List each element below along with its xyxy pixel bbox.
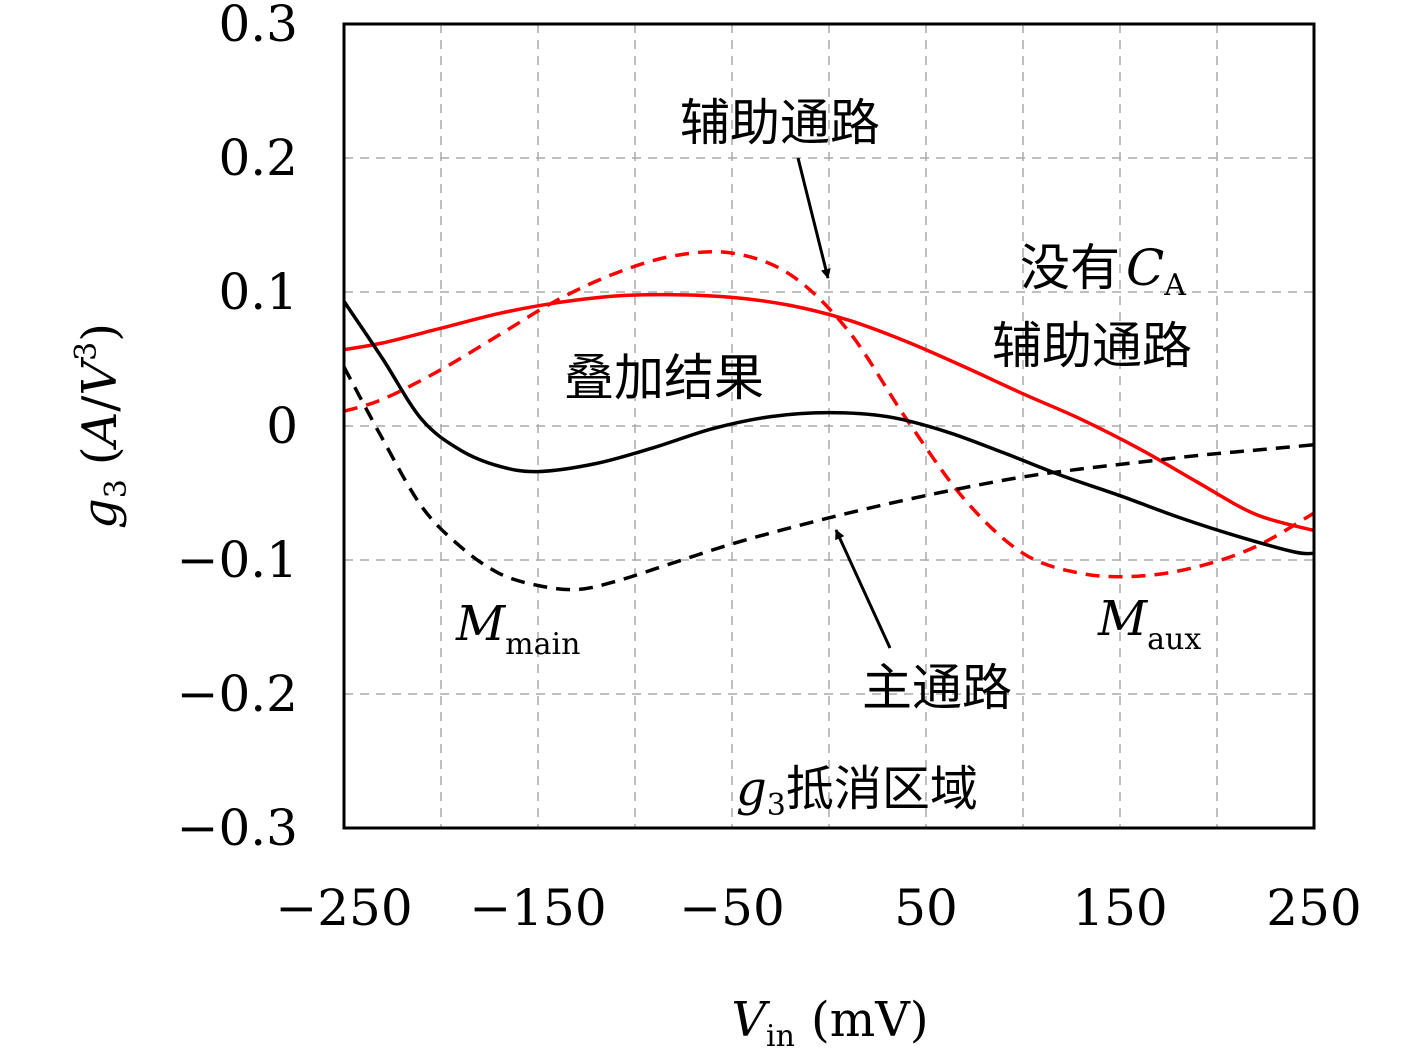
annotation-aux-path: 辅助通路 [680,94,880,152]
x-axis-label: Vin (mV) [731,992,928,1054]
y-axis-label-main: g [72,498,128,529]
annotation-no-ca-prefix: 没有 [1020,239,1120,297]
annotation-m-aux: Maux [1097,591,1201,657]
series-black-solid [344,300,1314,556]
y-tick-label: 0.3 [218,0,298,53]
x-tick-label: 150 [1072,879,1167,937]
annotation-m-main-sub: main [505,627,580,662]
y-tick-label: −0.1 [177,531,298,589]
y-axis-label-unit-v: V [72,357,128,396]
plot-frame [342,22,1316,830]
y-tick-label: 0 [266,397,298,455]
annotation-no-ca: 没有 CA [1020,239,1186,303]
annotation-no-ca-line2: 辅助通路 [992,317,1192,375]
y-tick-labels: −0.3 −0.2 −0.1 0 0.1 0.2 0.3 [177,0,298,857]
series-black-dashed [344,366,1314,592]
x-axis-label-unit: (mV) [811,992,929,1048]
annotation-m-aux-sub: aux [1147,622,1201,657]
y-axis-label-unit-exp: 3 [69,342,104,361]
annotation-cancel-g: g [736,761,767,817]
x-tick-label: −250 [275,879,412,937]
y-tick-label: 0.2 [218,129,298,187]
series-red-dashed [344,249,1314,579]
x-tick-label: −50 [679,879,785,937]
y-tick-label: −0.3 [177,799,298,857]
x-axis-label-main: V [731,992,770,1048]
arrow-main-path [834,529,892,649]
annotation-no-ca-sub: A [1163,268,1186,303]
x-tick-label: 250 [1266,879,1361,937]
annotation-m-aux-letter: M [1097,591,1149,647]
y-axis-label: g3(A/V3) [69,323,134,529]
annotation-cancel-text: 抵消区域 [786,761,978,817]
annotation-superposition: 叠加结果 [564,349,764,407]
arrow-aux-path [796,157,831,279]
x-tick-label: −150 [469,879,606,937]
series-group [344,249,1314,592]
y-axis-label-sub: 3 [99,479,134,498]
y-tick-label: 0.1 [218,263,298,321]
annotation-cancel-region: g3抵消区域 [736,761,978,823]
y-axis-label-unit-a: A [72,412,128,451]
annotation-m-main: Mmain [455,596,580,662]
annotation-main-path: 主通路 [862,659,1012,717]
x-tick-labels: −250 −150 −50 50 150 250 [275,879,1361,937]
series-red-solid [344,292,1314,533]
grid [344,24,1314,828]
annotation-no-ca-c: C [1126,239,1164,297]
x-tick-label: 50 [894,879,958,937]
x-axis-label-sub: in [766,1019,795,1054]
y-tick-label: −0.2 [177,665,298,723]
annotation-m-main-letter: M [455,596,507,652]
annotation-cancel-sub: 3 [767,788,786,823]
